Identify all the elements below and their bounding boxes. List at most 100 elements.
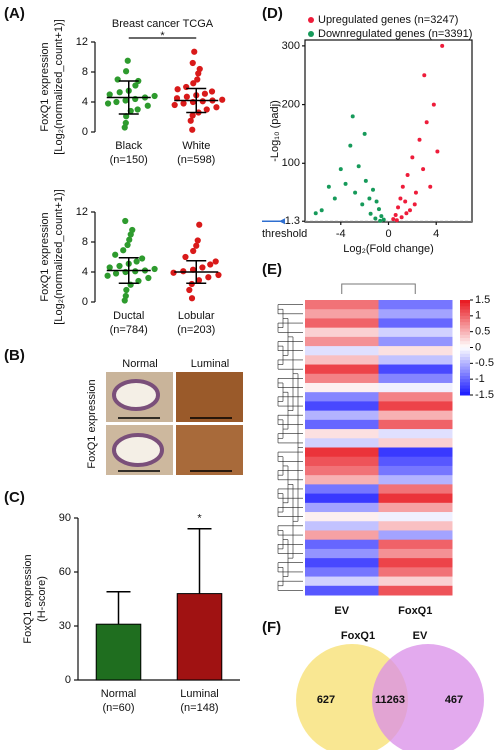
plot-frame bbox=[304, 39, 473, 223]
data-point bbox=[190, 80, 197, 87]
colorbar-cell bbox=[460, 363, 470, 367]
x-tick-label: Normal bbox=[101, 688, 136, 700]
colorbar-cell bbox=[460, 322, 470, 326]
heat-cell bbox=[305, 364, 379, 375]
data-point bbox=[394, 218, 399, 223]
significance: * bbox=[197, 513, 202, 525]
colorbar-label: -1.5 bbox=[475, 389, 494, 401]
data-point bbox=[424, 120, 429, 125]
data-point bbox=[407, 208, 412, 213]
colorbar-cell bbox=[460, 338, 470, 342]
duct bbox=[112, 379, 160, 411]
data-point bbox=[195, 277, 203, 284]
x-tick-note: (n=598) bbox=[177, 154, 215, 166]
colorbar-label: -0.5 bbox=[475, 357, 494, 369]
heat-cell bbox=[378, 346, 453, 356]
column-label: FoxQ1 bbox=[398, 605, 432, 617]
data-point bbox=[412, 202, 417, 207]
bar bbox=[176, 593, 223, 681]
data-point bbox=[196, 221, 203, 228]
data-point bbox=[208, 88, 216, 95]
heat-cell bbox=[305, 512, 379, 522]
error-bar bbox=[106, 591, 131, 625]
y-axis-label: (H-score) bbox=[36, 576, 48, 622]
x-tick-note: (n=150) bbox=[110, 154, 148, 166]
heat-cell bbox=[378, 558, 453, 568]
data-point bbox=[313, 211, 318, 216]
colorbar-label: 0 bbox=[475, 341, 481, 353]
heat-cell bbox=[305, 410, 379, 421]
data-point bbox=[421, 167, 426, 172]
colorbar-cell bbox=[460, 312, 470, 317]
heat-cell bbox=[305, 475, 379, 485]
y-tick-label: 1.3 bbox=[285, 215, 300, 227]
data-point bbox=[133, 258, 140, 265]
data-point bbox=[196, 65, 203, 73]
venn-count: 11263 bbox=[375, 694, 405, 706]
data-point bbox=[151, 92, 158, 100]
colorbar-cell bbox=[460, 366, 470, 371]
x-tick-note: (n=60) bbox=[102, 702, 134, 714]
heat-cell bbox=[305, 465, 379, 476]
x-axis-label: Log₂(Fold change) bbox=[343, 243, 434, 255]
heat-cell bbox=[378, 530, 453, 541]
heat-cell bbox=[378, 456, 453, 467]
x-tick-note: (n=784) bbox=[110, 324, 148, 336]
data-point bbox=[410, 155, 415, 160]
data-point bbox=[188, 295, 196, 302]
data-point bbox=[367, 196, 372, 201]
data-point bbox=[413, 190, 418, 195]
heat-cell bbox=[378, 309, 453, 319]
data-point bbox=[393, 212, 398, 217]
colorbar-cell bbox=[460, 309, 470, 314]
colorbar-cell bbox=[460, 369, 470, 374]
data-point bbox=[403, 199, 408, 204]
heat-cell bbox=[305, 355, 379, 366]
data-point bbox=[104, 272, 111, 279]
data-point bbox=[113, 98, 120, 106]
colorbar-cell bbox=[460, 385, 470, 390]
data-point bbox=[348, 143, 353, 148]
heat-cell bbox=[378, 475, 453, 485]
set-label: FoxQ1 bbox=[341, 630, 375, 642]
heat-cell bbox=[305, 539, 379, 550]
data-point bbox=[404, 211, 409, 216]
data-point bbox=[189, 112, 196, 119]
heat-cell bbox=[378, 484, 453, 495]
data-point bbox=[116, 89, 123, 96]
column-dendrogram bbox=[341, 283, 416, 294]
panel-label: (D) bbox=[262, 5, 283, 22]
data-point bbox=[219, 96, 226, 103]
data-point bbox=[112, 270, 120, 277]
colorbar-cell bbox=[460, 300, 470, 304]
heat-cell bbox=[305, 493, 379, 504]
heat-cell bbox=[378, 493, 453, 504]
x-tick-label: 4 bbox=[433, 228, 439, 240]
y-tick-label: 300 bbox=[282, 40, 300, 52]
data-point bbox=[183, 93, 190, 100]
data-point bbox=[207, 261, 214, 268]
colorbar-cell bbox=[460, 379, 470, 383]
data-point bbox=[440, 43, 445, 48]
data-point bbox=[396, 205, 401, 210]
colorbar-cell bbox=[460, 341, 470, 345]
data-point bbox=[362, 131, 367, 136]
heat-cell bbox=[305, 521, 379, 531]
heat-cell bbox=[378, 401, 453, 412]
micrographs bbox=[106, 372, 243, 475]
data-point bbox=[122, 217, 129, 225]
data-point bbox=[189, 59, 196, 67]
colorbar-cell bbox=[460, 325, 470, 329]
heat-cell bbox=[305, 327, 379, 338]
data-point bbox=[319, 208, 324, 213]
venn-count: 627 bbox=[317, 694, 335, 706]
y-axis-label: FoxQ1 expression bbox=[22, 554, 34, 643]
colorbar-cell bbox=[460, 388, 470, 393]
colorbar-cell bbox=[460, 315, 470, 320]
heat-cell bbox=[378, 410, 453, 421]
x-tick-label: Lobular bbox=[178, 310, 215, 322]
data-point bbox=[144, 102, 151, 109]
data-point bbox=[435, 149, 440, 154]
heat-cell bbox=[378, 438, 453, 448]
